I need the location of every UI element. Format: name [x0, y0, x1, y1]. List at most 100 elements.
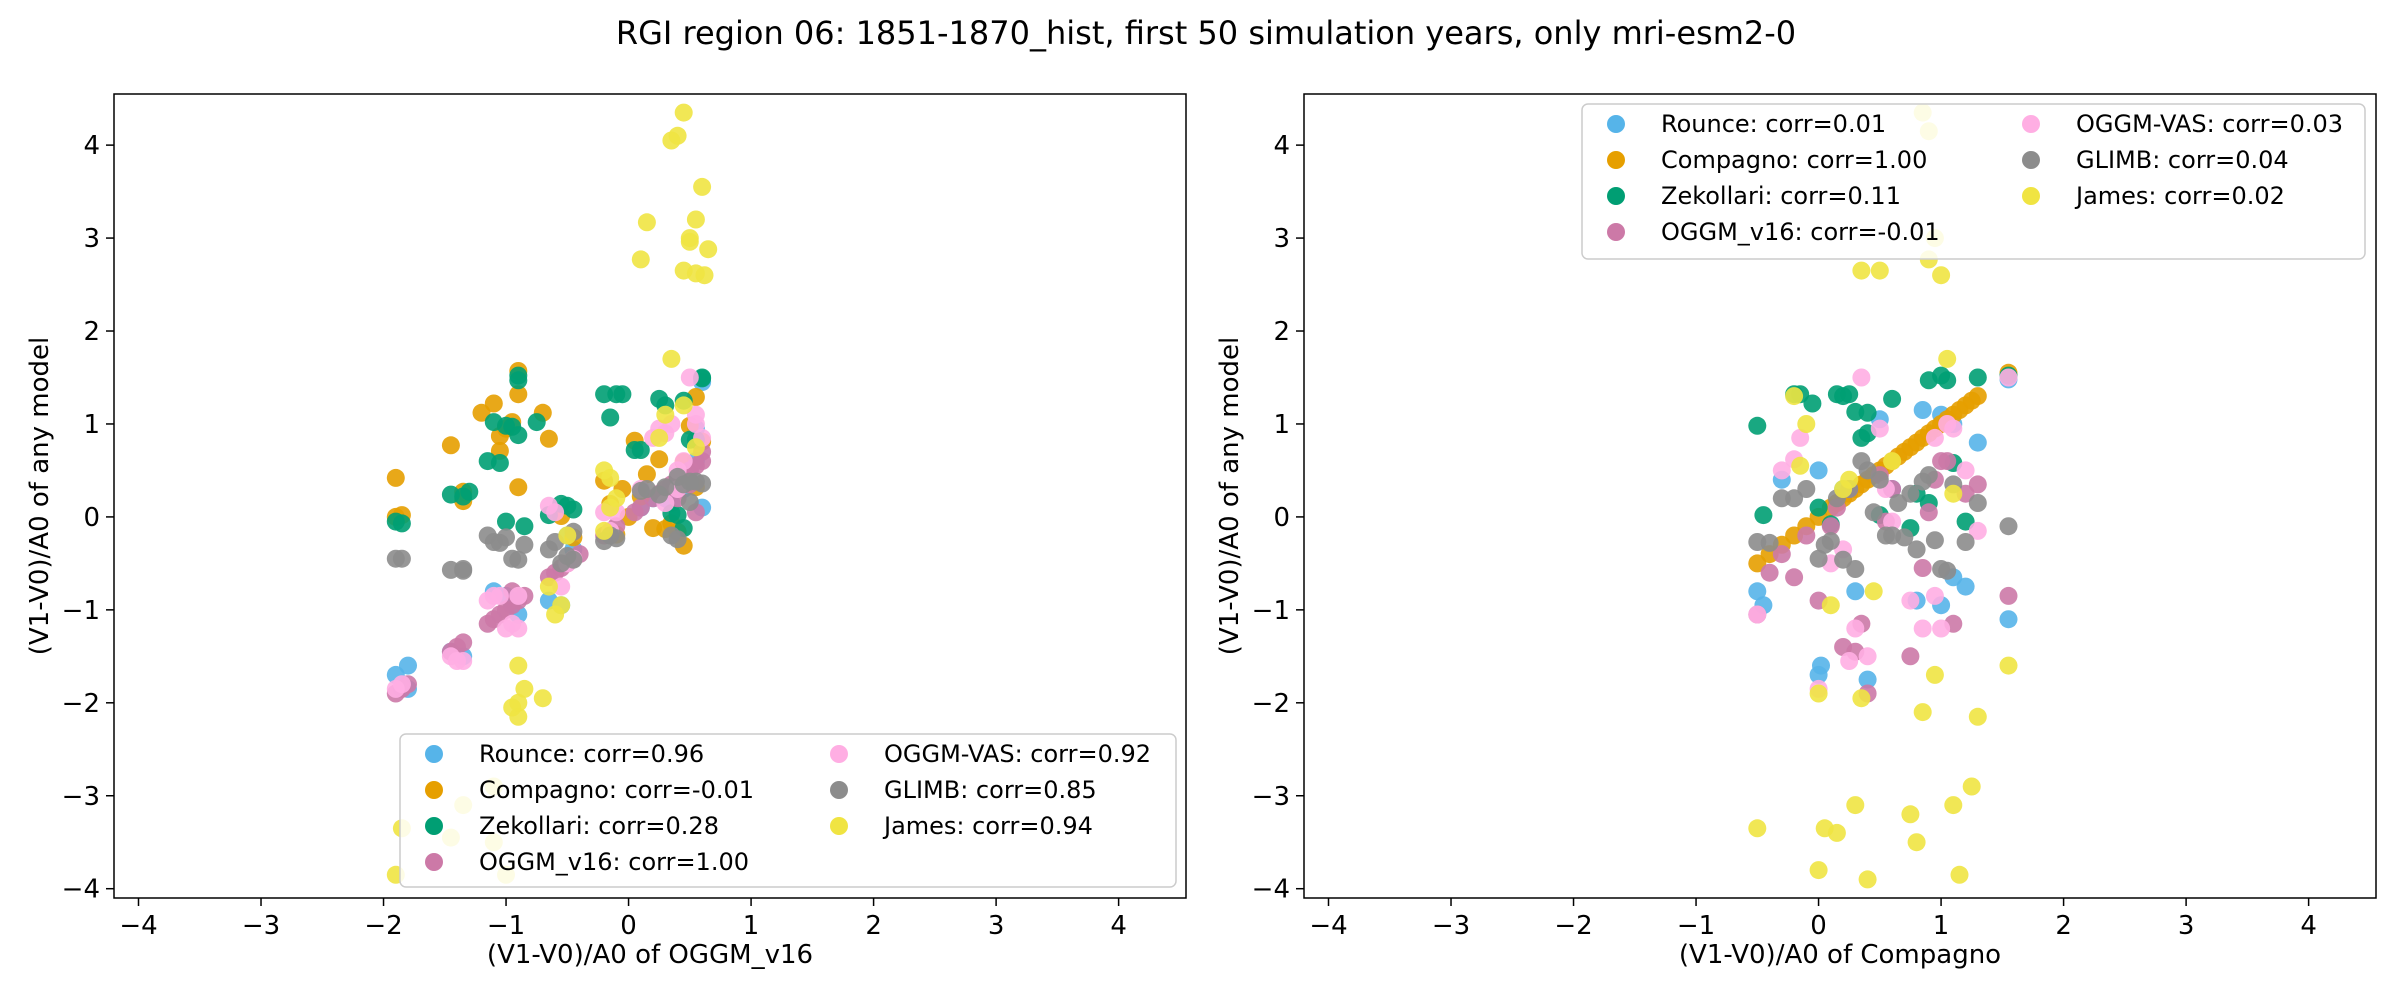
point-james	[509, 707, 528, 726]
point-james	[1809, 684, 1828, 703]
point-zekollari	[693, 368, 712, 387]
point-james	[674, 396, 693, 415]
right-y-axis-label: (V1-V0)/A0 of any model	[1215, 337, 1245, 656]
point-oggm-vas	[1901, 591, 1920, 610]
point-zekollari	[601, 408, 620, 427]
legend-marker-zekollari	[1607, 187, 1625, 205]
point-glimb	[1895, 528, 1914, 547]
legend-label-compagno: Compagno: corr=1.00	[1661, 146, 1927, 174]
point-oggm_v16	[1919, 503, 1938, 522]
legend-label-zekollari: Zekollari: corr=0.28	[479, 812, 719, 840]
point-oggm-vas	[1772, 461, 1791, 480]
point-oggm-vas	[1925, 586, 1944, 605]
point-rounce	[1968, 433, 1987, 452]
y-tick-label: 3	[83, 224, 100, 254]
point-james	[1870, 261, 1889, 280]
x-tick-label: −1	[487, 911, 525, 941]
left-legend: Rounce: corr=0.96 Compagno: corr=-0.01 Zek…	[399, 733, 1177, 888]
point-rounce	[1999, 610, 2018, 629]
legend-label-oggm-vas: OGGM-VAS: corr=0.03	[2076, 110, 2343, 138]
point-james	[650, 428, 669, 447]
y-tick-label: −2	[1252, 689, 1290, 719]
x-tick-label: −3	[1432, 911, 1470, 941]
point-james	[1913, 703, 1932, 722]
right-x-axis-label: (V1-V0)/A0 of Compagno	[1679, 940, 2001, 970]
point-james	[662, 349, 681, 368]
point-james	[539, 577, 558, 596]
left-ticks: −4 −3 −2 −1 0 1 2 3 4 −4 −3 −2 −1 0 1 2 3 4	[62, 131, 1127, 941]
point-james	[601, 498, 620, 517]
point-oggm-vas	[509, 619, 528, 638]
point-glimb	[1919, 466, 1938, 485]
point-glimb	[1907, 540, 1926, 559]
point-compagno	[441, 436, 460, 455]
point-james	[686, 438, 705, 457]
x-tick-label: 1	[743, 911, 760, 941]
point-rounce	[1913, 401, 1932, 419]
point-oggm_v16	[1785, 568, 1804, 587]
point-james	[656, 405, 675, 424]
point-zekollari	[1968, 368, 1987, 387]
y-tick-label: 2	[83, 317, 100, 347]
point-james	[515, 679, 534, 698]
point-zekollari	[1803, 394, 1822, 413]
point-glimb	[1901, 484, 1920, 503]
point-glimb	[668, 530, 687, 549]
legend-label-rounce: Rounce: corr=0.96	[479, 740, 704, 768]
point-glimb	[1846, 560, 1865, 578]
left-points	[386, 103, 718, 884]
point-james	[1950, 865, 1969, 884]
point-zekollari	[1840, 385, 1859, 404]
y-tick-label: 4	[1273, 131, 1290, 161]
point-zekollari	[1748, 416, 1767, 435]
point-james	[1907, 833, 1926, 852]
point-glimb	[668, 467, 687, 486]
point-james	[631, 250, 650, 269]
point-james	[1944, 484, 1963, 503]
point-glimb	[1968, 494, 1987, 512]
legend-label-james: James: corr=0.02	[2074, 182, 2285, 210]
point-oggm-vas	[1968, 521, 1987, 540]
point-glimb	[1797, 480, 1816, 498]
point-glimb	[509, 550, 528, 569]
legend-marker-rounce	[1607, 115, 1625, 133]
y-tick-label: −1	[62, 596, 100, 626]
legend-marker-james	[2022, 187, 2040, 205]
point-glimb	[1858, 461, 1877, 480]
left-axes-frame	[113, 93, 1187, 899]
point-compagno	[1962, 391, 1981, 410]
point-oggm_v16	[1772, 545, 1791, 564]
point-james	[601, 468, 620, 487]
y-tick-label: −1	[1252, 596, 1290, 626]
point-james	[1944, 796, 1963, 815]
y-tick-label: −4	[62, 875, 100, 905]
point-oggm_v16	[1968, 475, 1987, 494]
point-compagno	[509, 478, 528, 497]
point-compagno	[472, 403, 491, 422]
point-oggm-vas	[490, 586, 509, 605]
legend-marker-zekollari	[425, 817, 443, 835]
y-tick-label: 0	[1273, 503, 1290, 533]
point-james	[1938, 349, 1957, 368]
point-james	[1883, 452, 1902, 471]
point-oggm-vas	[509, 586, 528, 605]
scatter-panel-left: −4 −3 −2 −1 0 1 2 3 4 −4 −3 −2 −1 0 1 2 3 4 (V1-V0)/A0 of …	[25, 93, 1187, 970]
point-oggm-vas	[1846, 619, 1865, 638]
point-oggm-vas	[1999, 368, 2018, 387]
point-rounce	[1748, 582, 1767, 601]
point-glimb	[454, 560, 473, 578]
point-zekollari	[509, 371, 528, 390]
legend-label-compagno: Compagno: corr=-0.01	[479, 776, 754, 804]
point-james	[1748, 819, 1767, 838]
y-tick-label: 4	[83, 131, 100, 161]
point-glimb	[1864, 503, 1883, 522]
point-rounce	[1858, 670, 1877, 689]
point-rounce	[1956, 577, 1975, 596]
point-zekollari	[1956, 512, 1975, 531]
point-oggm-vas	[680, 368, 699, 387]
point-oggm_v16	[1760, 563, 1779, 582]
point-zekollari	[1938, 371, 1957, 390]
legend-label-glimb: GLIMB: corr=0.85	[884, 776, 1097, 804]
point-glimb	[1999, 517, 2018, 536]
point-glimb	[1809, 549, 1828, 568]
